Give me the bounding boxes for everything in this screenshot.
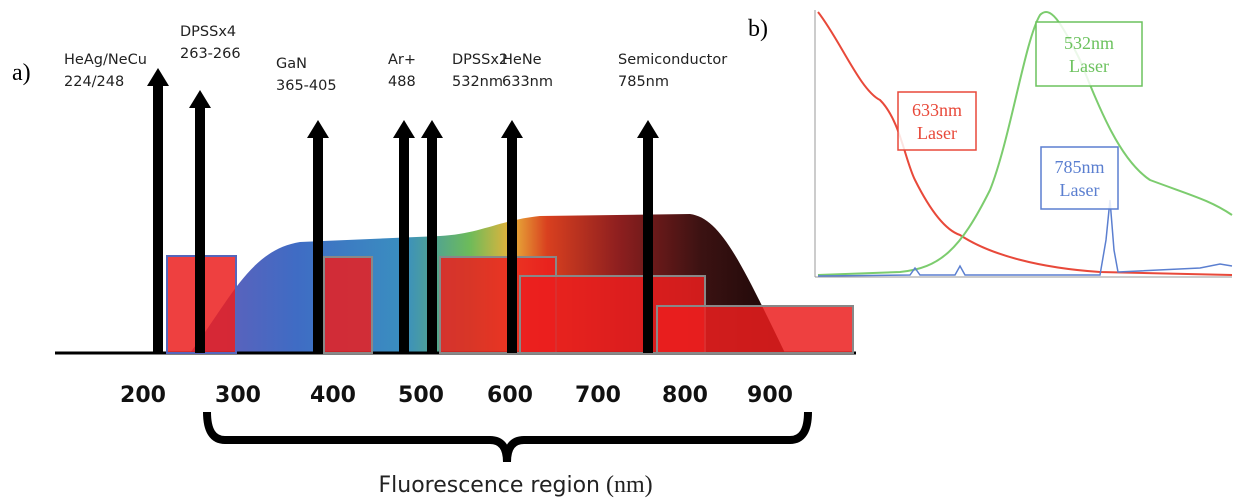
range-box	[323, 256, 373, 354]
panel-label: b)	[748, 16, 768, 42]
annotation-text: 633nm	[912, 100, 962, 120]
axis-label: 600	[487, 383, 533, 408]
laser-name: Semiconductor	[618, 52, 727, 68]
axis-label: 500	[398, 383, 444, 408]
annotation-text: Laser	[1069, 56, 1109, 76]
arrow-head	[189, 90, 211, 108]
region-label: Fluorescence region	[378, 473, 600, 498]
axis-label: 700	[575, 383, 621, 408]
arrow-head	[147, 68, 169, 86]
laser-name: HeAg/NeCu	[64, 52, 147, 68]
laser-wavelength: 633nm	[502, 74, 553, 90]
axis-label: 900	[747, 383, 793, 408]
green-curve	[817, 11, 1233, 276]
annotation-text: 785nm	[1054, 157, 1104, 177]
axis-label: 400	[310, 383, 356, 408]
arrow-head	[307, 120, 329, 138]
axis-label: 300	[215, 383, 261, 408]
laser-wavelength: 263-266	[180, 46, 241, 62]
laser-ranges	[166, 255, 854, 354]
spectrum-plot	[814, 10, 1233, 278]
annotation-box	[1040, 146, 1119, 210]
blue-curve	[817, 199, 1233, 277]
laser-name: Ar+	[388, 52, 416, 68]
unit-label: (nm)	[606, 472, 653, 498]
arrow-head	[393, 120, 415, 138]
arrow-shaft	[427, 132, 437, 353]
laser-wavelength: 224/248	[64, 74, 124, 90]
axis-label: 200	[120, 383, 166, 408]
annotation-box	[1035, 21, 1143, 87]
axis-label: 800	[662, 383, 708, 408]
annotation-text: Laser	[917, 123, 957, 143]
axis-labels: 200 300 400 500 600 700 800 900	[120, 383, 793, 408]
arrow-shaft	[313, 132, 323, 353]
annotation-box	[897, 91, 977, 151]
laser-labels: HeAg/NeCu 224/248 DPSSx4 263-266 GaN 365-405 A…	[64, 24, 727, 94]
arrow-shaft	[507, 132, 517, 353]
laser-wavelength: 365-405	[276, 78, 337, 94]
arrow-head	[501, 120, 523, 138]
laser-name: HeNe	[502, 52, 542, 68]
laser-name: DPSSx2	[452, 52, 508, 68]
annotation-text: Laser	[1060, 180, 1100, 200]
arrow-shaft	[643, 132, 653, 353]
range-box	[656, 305, 854, 354]
annotation-text: 532nm	[1064, 33, 1114, 53]
annotations: 633nm Laser 532nm Laser 785nm Laser	[897, 21, 1143, 210]
panel-label: a)	[12, 60, 31, 86]
bracket	[203, 411, 812, 463]
laser-wavelength: 532nm	[452, 74, 503, 90]
laser-wavelength: 785nm	[618, 74, 669, 90]
laser-name: DPSSx4	[180, 24, 236, 40]
arrow-shaft	[399, 132, 409, 353]
laser-wavelength: 488	[388, 74, 416, 90]
laser-name: GaN	[276, 56, 307, 72]
arrow-shaft	[153, 80, 163, 353]
arrow-head	[637, 120, 659, 138]
arrows	[147, 68, 659, 353]
arrow-shaft	[195, 102, 205, 353]
arrow-head	[421, 120, 443, 138]
red-curve	[817, 11, 1233, 276]
